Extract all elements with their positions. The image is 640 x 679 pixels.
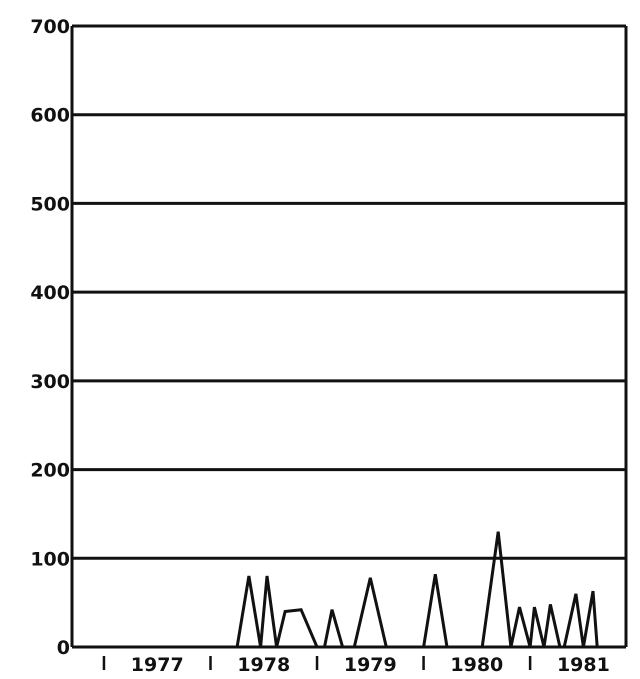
y-tick-label-100: 100 <box>30 548 70 570</box>
y-tick-label-600: 600 <box>30 105 70 127</box>
x-tick-label-1979: 1979 <box>344 654 397 676</box>
grid-lines <box>72 24 626 560</box>
y-tick-label-500: 500 <box>30 193 70 215</box>
y-tick-label-700: 700 <box>30 16 70 38</box>
y-tick-label-200: 200 <box>30 460 70 482</box>
x-tick-label-1980: 1980 <box>450 654 503 676</box>
plot-frame <box>70 26 628 649</box>
x-tick-label-1978: 1978 <box>237 654 290 676</box>
y-tick-label-400: 400 <box>30 282 70 304</box>
x-axis-year-labels: 1977 1978 1979 1980 1981 <box>102 654 610 676</box>
series-line-0 <box>82 531 626 649</box>
y-axis-tick-labels: 0 100 200 300 400 500 600 700 <box>30 16 70 659</box>
x-tick-label-1981: 1981 <box>557 654 610 676</box>
y-tick-label-300: 300 <box>30 371 70 393</box>
y-tick-label-0: 0 <box>57 637 70 659</box>
data-series <box>82 531 626 649</box>
x-tick-label-1977: 1977 <box>131 654 184 676</box>
